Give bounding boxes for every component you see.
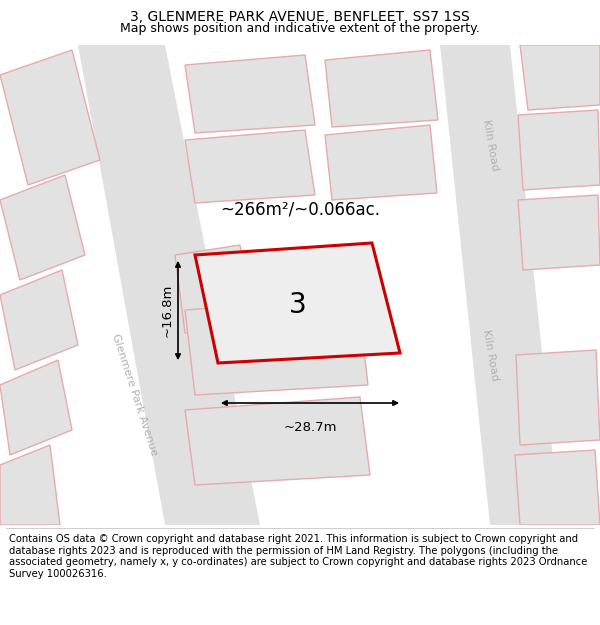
Polygon shape — [185, 130, 315, 203]
Polygon shape — [520, 45, 600, 110]
Text: ~266m²/~0.066ac.: ~266m²/~0.066ac. — [220, 201, 380, 219]
Polygon shape — [518, 195, 600, 270]
Polygon shape — [185, 55, 315, 133]
Polygon shape — [0, 175, 85, 280]
Text: 3, GLENMERE PARK AVENUE, BENFLEET, SS7 1SS: 3, GLENMERE PARK AVENUE, BENFLEET, SS7 1… — [130, 10, 470, 24]
Text: 3: 3 — [289, 291, 307, 319]
Polygon shape — [440, 45, 560, 525]
Polygon shape — [195, 243, 400, 363]
Text: Kiln Road: Kiln Road — [481, 329, 499, 381]
Polygon shape — [78, 45, 260, 525]
Polygon shape — [185, 297, 368, 395]
Text: ~28.7m: ~28.7m — [283, 421, 337, 434]
Text: ~16.8m: ~16.8m — [161, 283, 174, 337]
Text: Contains OS data © Crown copyright and database right 2021. This information is : Contains OS data © Crown copyright and d… — [9, 534, 587, 579]
Polygon shape — [0, 270, 78, 370]
Polygon shape — [0, 445, 60, 525]
Text: Glenmere Park Avenue: Glenmere Park Avenue — [110, 332, 160, 458]
Polygon shape — [325, 50, 438, 127]
Polygon shape — [516, 350, 600, 445]
Polygon shape — [0, 50, 100, 185]
Polygon shape — [0, 360, 72, 455]
Polygon shape — [325, 125, 437, 200]
Polygon shape — [185, 397, 370, 485]
Polygon shape — [515, 450, 600, 525]
Text: Map shows position and indicative extent of the property.: Map shows position and indicative extent… — [120, 22, 480, 35]
Polygon shape — [175, 245, 255, 333]
Polygon shape — [518, 110, 600, 190]
Text: Kiln Road: Kiln Road — [481, 119, 499, 171]
